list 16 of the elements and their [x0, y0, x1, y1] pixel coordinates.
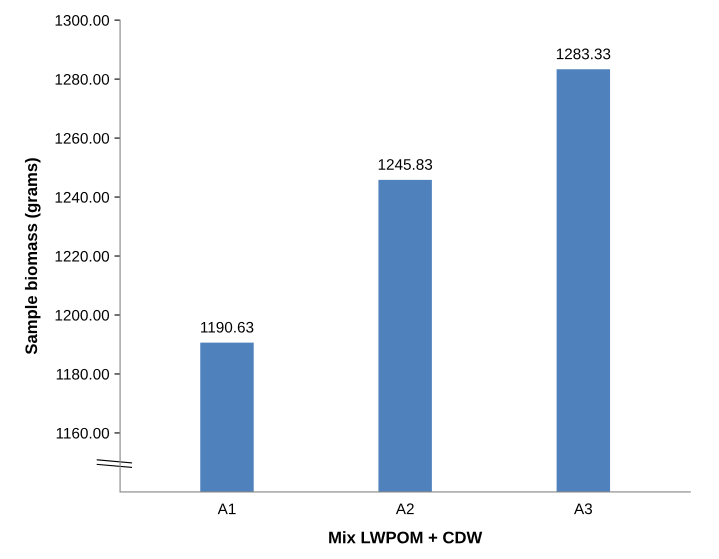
y-tick-label: 1200.00	[56, 310, 110, 321]
y-tick-label: 1300.00	[56, 14, 110, 26]
data-label: 1190.63	[201, 322, 254, 333]
y-axis-title: Sample biomass (grams)	[24, 158, 41, 354]
y-tick-label: 1160.00	[56, 428, 110, 439]
x-tick-label: A2	[396, 503, 414, 514]
y-tick-label: 1260.00	[56, 132, 110, 144]
x-tick-label: A3	[574, 503, 592, 514]
y-tick-label: 1280.00	[56, 74, 110, 85]
x-tick-label: A1	[218, 504, 236, 514]
y-tick-label: 1220.00	[56, 250, 110, 262]
y-tick-label: 1240.00	[56, 192, 110, 203]
y-tick-label: 1180.00	[56, 368, 110, 380]
data-label: 1245.83	[378, 159, 432, 170]
x-axis-title: Mix LWPOM + CDW	[329, 531, 482, 544]
data-label: 1283.33	[556, 48, 610, 60]
